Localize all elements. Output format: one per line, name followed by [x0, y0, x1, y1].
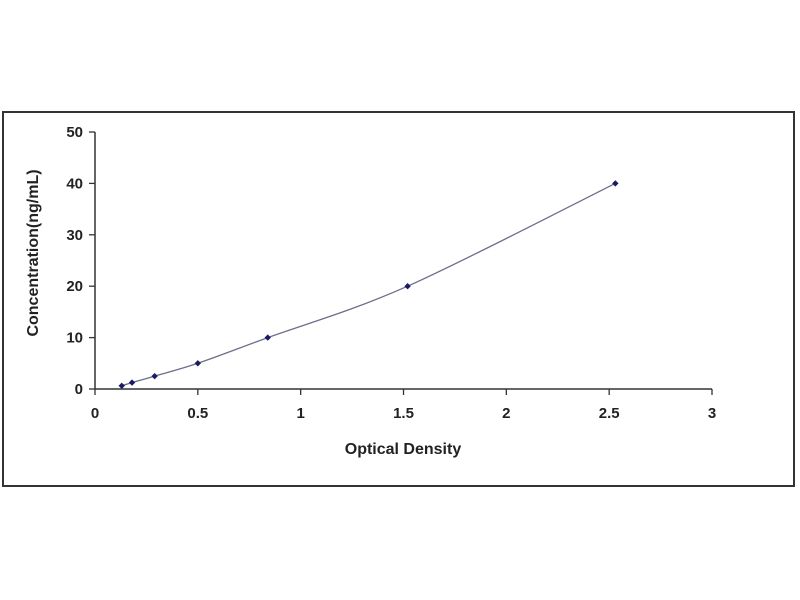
y-tick-label: 40: [66, 175, 83, 192]
x-tick-label: 0.5: [187, 405, 208, 422]
data-point-marker: [128, 379, 136, 386]
fit-curve: [121, 182, 616, 387]
y-tick-label: 20: [66, 278, 83, 295]
data-point-marker: [194, 360, 202, 367]
y-tick-label: 0: [75, 381, 83, 398]
axes: [89, 131, 713, 395]
x-tick-label: 1: [296, 405, 304, 422]
x-tick-label: 0: [91, 405, 99, 422]
y-axis-title: Concentration(ng/mL): [25, 169, 42, 336]
data-point-marker: [118, 382, 125, 389]
x-tick-label: 1.5: [393, 405, 414, 422]
y-tick-label: 10: [66, 330, 83, 347]
data-point-marker: [264, 334, 271, 341]
data-point-marker: [151, 372, 158, 380]
x-tick-label: 3: [708, 405, 716, 422]
x-tick-labels: 0 0.5 1 1.5 2 2.5 3: [91, 405, 716, 422]
y-tick-label: 50: [66, 124, 83, 141]
x-tick-label: 2.5: [599, 405, 620, 422]
chart-frame: [2, 111, 795, 487]
data-markers: [118, 180, 619, 389]
data-point-marker: [404, 283, 411, 290]
x-axis-title: Optical Density: [345, 441, 462, 458]
x-tick-label: 2: [502, 405, 510, 422]
y-tick-labels: 0 10 20 30 40 50: [66, 124, 83, 398]
data-point-marker: [612, 180, 619, 187]
y-tick-label: 30: [66, 227, 83, 244]
